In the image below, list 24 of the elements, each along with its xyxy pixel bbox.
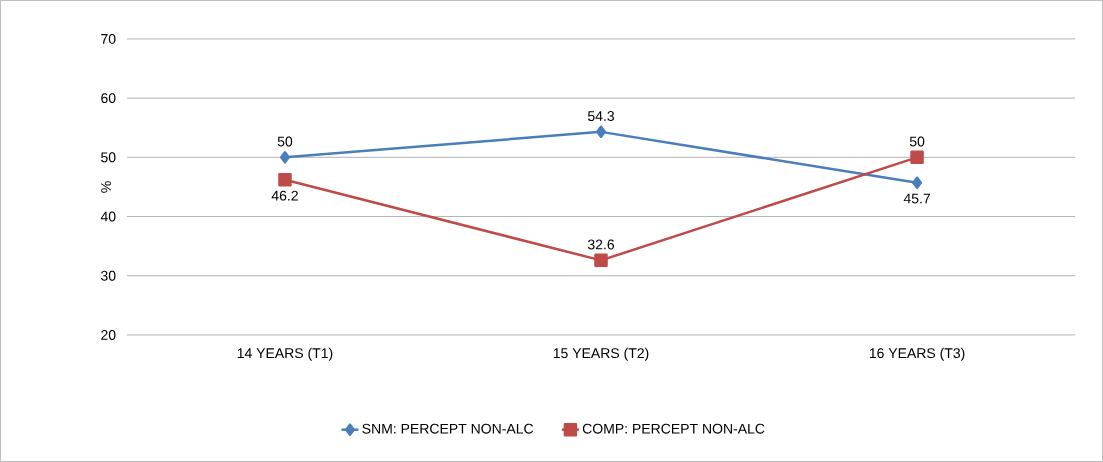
data-label: 50 xyxy=(909,136,925,147)
x-tick-label: 16 YEARS (T3) xyxy=(869,347,965,361)
y-tick-label: 50 xyxy=(101,152,116,163)
y-axis-title: % xyxy=(101,181,111,193)
y-tick-label: 70 xyxy=(101,34,116,44)
data-label: 45.7 xyxy=(903,193,930,204)
y-tick-label: 60 xyxy=(101,93,116,104)
x-tick-label: 14 YEARS (T1) xyxy=(237,347,333,361)
data-label: 32.6 xyxy=(587,239,615,250)
point xyxy=(596,125,607,139)
point xyxy=(910,150,924,165)
legend-label: SNM: PERCEPT NON-ALC xyxy=(362,423,534,434)
data-label: 54.3 xyxy=(587,111,615,122)
point xyxy=(594,253,608,268)
data-label: 50 xyxy=(277,136,293,147)
y-tick-label: 40 xyxy=(100,211,116,222)
x-tick-label: 15 YEARS (T2) xyxy=(553,347,649,361)
point xyxy=(279,151,290,164)
y-tick-label: 30 xyxy=(101,270,116,281)
data-label: 46.2 xyxy=(271,190,298,201)
point xyxy=(912,176,923,190)
point xyxy=(278,173,292,187)
legend-label: COMP: PERCEPT NON-ALC xyxy=(582,423,765,434)
y-tick-label: 20 xyxy=(101,330,116,340)
